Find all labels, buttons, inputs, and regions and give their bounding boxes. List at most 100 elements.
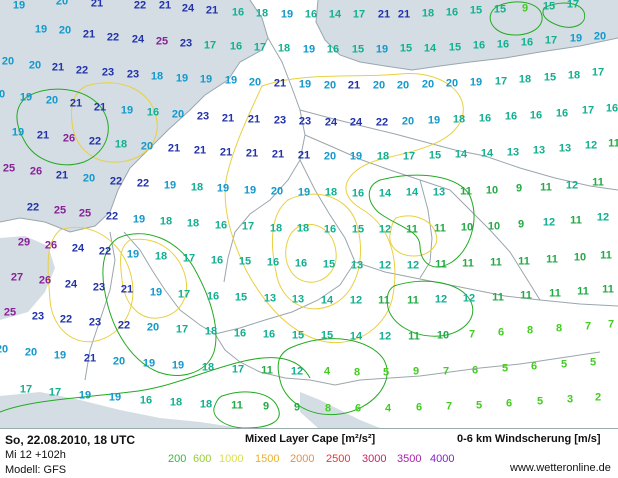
shear-value: 26 (62, 132, 76, 145)
shear-value: 19 (53, 349, 67, 362)
shear-value: 19 (78, 389, 92, 402)
shear-value: 10 (436, 329, 450, 342)
shear-value: 20 (55, 0, 69, 8)
shear-value: 8 (353, 366, 361, 379)
shear-value: 12 (290, 365, 304, 378)
shear-value: 18 (159, 215, 173, 228)
shear-value: 7 (584, 320, 592, 333)
shear-value: 19 (175, 72, 189, 85)
shear-value: 21 (347, 79, 361, 92)
shear-value: 11 (546, 253, 558, 266)
shear-value: 22 (136, 177, 150, 190)
shear-value: 21 (247, 113, 261, 126)
shear-value: 18 (324, 186, 338, 199)
shear-value: 15 (469, 4, 483, 17)
shear-value: 12 (596, 211, 610, 224)
shear-value: 21 (93, 101, 107, 114)
shear-value: 16 (529, 109, 543, 122)
shear-value: 12 (349, 294, 363, 307)
shear-value: 18 (204, 325, 218, 338)
shear-value: 9 (293, 401, 301, 414)
shear-value: 3 (566, 393, 574, 406)
shear-value: 18 (169, 396, 183, 409)
shear-value: 15 (291, 329, 305, 342)
shear-value: 20 (248, 76, 262, 89)
shear-value: 11 (378, 294, 390, 307)
shear-value: 24 (349, 116, 363, 129)
shear-value: 20 (24, 346, 38, 359)
shear-value: 16 (605, 102, 618, 115)
shear-value: 15 (542, 0, 556, 13)
shear-value: 19 (469, 76, 483, 89)
shear-value: 16 (231, 6, 245, 19)
shear-value: 26 (44, 239, 58, 252)
shear-value: 19 (243, 184, 257, 197)
shear-value: 11 (540, 181, 552, 194)
shear-value: 6 (471, 364, 479, 377)
shear-value: 12 (584, 139, 598, 152)
shear-value: 11 (602, 283, 614, 296)
shear-value: 18 (296, 222, 310, 235)
shear-value: 5 (382, 366, 390, 379)
shear-value: 21 (273, 77, 287, 90)
shear-value: 17 (591, 66, 605, 79)
shear-value: 23 (298, 115, 312, 128)
shear-value: 23 (92, 281, 106, 294)
shear-value: 14 (328, 8, 342, 21)
shear-value: 16 (472, 39, 486, 52)
irish-sea (0, 236, 55, 320)
shear-value: 14 (405, 186, 419, 199)
shear-value: 6 (354, 402, 362, 415)
legend-item: 3500 (397, 453, 422, 465)
shear-value: 17 (494, 75, 508, 88)
shear-value: 17 (203, 39, 217, 52)
shear-value: 26 (29, 165, 43, 178)
shear-value: 18 (114, 138, 128, 151)
shear-value: 16 (351, 187, 365, 200)
country-borders (0, 0, 618, 386)
shear-value: 8 (526, 324, 534, 337)
shear-value: 22 (133, 0, 147, 12)
shear-value: 25 (78, 207, 92, 220)
shear-value: 12 (462, 292, 476, 305)
shear-value: 20 (140, 140, 154, 153)
map-background (0, 0, 618, 428)
shear-value: 18 (452, 113, 466, 126)
shear-value: 22 (88, 135, 102, 148)
shear-value: 12 (542, 216, 556, 229)
shear-value: 5 (501, 362, 509, 375)
shear-value: 24 (71, 242, 85, 255)
shear-value: 2 (594, 391, 602, 404)
legend-item: 2000 (290, 453, 315, 465)
shear-value: 11 (577, 285, 589, 298)
shear-value: 21 (167, 142, 181, 155)
shear-value: 7 (445, 400, 453, 413)
shear-value: 14 (423, 42, 437, 55)
shear-value: 21 (55, 169, 69, 182)
shear-value: 5 (560, 358, 568, 371)
shear-value: 18 (154, 250, 168, 263)
shear-value: 8 (324, 402, 332, 415)
shear-value: 21 (90, 0, 104, 10)
shear-value: 22 (105, 210, 119, 223)
shear-value: 11 (592, 176, 604, 189)
shear-value: 18 (190, 181, 204, 194)
shear-value: 15 (448, 41, 462, 54)
shear-value: 18 (150, 70, 164, 83)
shear-value: 22 (375, 116, 389, 129)
shear-value: 18 (269, 222, 283, 235)
shear-value: 12 (378, 223, 392, 236)
shear-value: 10 (460, 221, 474, 234)
shear-value: 8 (555, 322, 563, 335)
shear-value: 11 (492, 291, 504, 304)
shear-value: 16 (504, 110, 518, 123)
shear-title: 0-6 km Windscherung [m/s] (457, 433, 601, 445)
shear-value: 7 (607, 318, 615, 331)
shear-value: 19 (199, 73, 213, 86)
shear-value: 18 (255, 7, 269, 20)
shear-value: 11 (608, 137, 618, 150)
shear-value: 16 (233, 327, 247, 340)
shear-value: 15 (543, 71, 557, 84)
source-credit[interactable]: www.wetteronline.de (510, 462, 611, 474)
shear-value: 27 (10, 271, 24, 284)
